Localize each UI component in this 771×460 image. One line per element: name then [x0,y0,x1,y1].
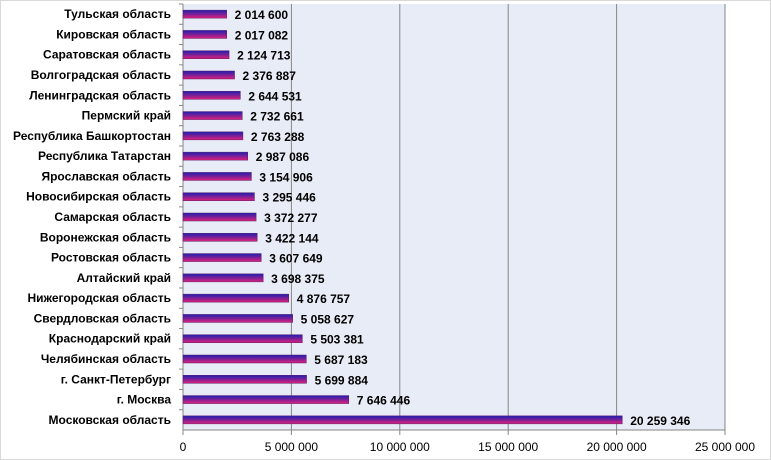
category-label: Алтайский край [77,271,171,285]
data-label: 2 763 288 [251,130,305,144]
bar [182,70,235,80]
data-label: 3 698 375 [271,272,325,286]
category-label: Новосибирская область [26,190,171,204]
category-label: г. Санкт-Петербург [61,372,171,386]
bar [182,253,262,262]
data-label: 2 987 086 [256,150,310,164]
category-label: Республика Башкортостан [13,129,171,143]
bar [182,314,293,323]
bar [182,111,243,120]
data-label: 4 876 757 [297,292,351,306]
x-tick-label: 0 [180,440,187,454]
bar [182,273,264,283]
category-label: Воронежская область [40,230,171,244]
data-label: 5 687 183 [314,353,368,367]
data-label: 2 644 531 [248,89,302,103]
bar [182,50,230,59]
category-label: Свердловская область [34,311,171,325]
data-label: 5 058 627 [301,312,355,326]
data-label: 2 014 600 [235,8,289,22]
category-label: г. Москва [117,393,172,407]
bar [182,131,244,141]
category-label: Кировская область [56,27,171,41]
category-label: Нижегородская область [27,291,171,305]
category-label: Ростовская область [51,251,171,265]
bar [182,415,623,425]
data-label: 3 295 446 [262,191,316,205]
data-label: 5 699 884 [315,373,369,387]
bar [182,91,241,100]
bar [182,233,258,242]
x-tick-label: 20 000 000 [587,440,647,454]
category-label: Московская область [49,413,171,427]
data-label: 2 017 082 [235,28,289,42]
bar [182,354,307,364]
bar [182,375,307,384]
category-label: Республика Татарстан [38,149,171,163]
data-label: 2 124 713 [237,49,291,63]
data-label: 3 372 277 [264,211,318,225]
category-label: Ленинградская область [29,88,171,102]
category-label: Тульская область [64,7,171,21]
data-label: 2 376 887 [243,69,297,83]
bar [182,172,252,181]
data-label: 5 503 381 [310,333,364,347]
bar [182,334,303,343]
bar [182,395,350,404]
x-tick-label: 15 000 000 [478,440,538,454]
category-label: Челябинская область [41,352,171,366]
bar [182,293,289,303]
category-label: Краснодарский край [49,332,171,346]
bar [182,192,255,201]
x-tick-label: 25 000 000 [695,440,755,454]
data-label: 3 154 906 [259,170,313,184]
data-label: 7 646 446 [357,394,411,408]
category-label: Саратовская область [43,48,171,62]
category-label: Ярославская область [41,169,171,183]
data-label: 3 607 649 [269,252,323,266]
data-label: 20 259 346 [630,414,690,428]
category-label: Пермский край [82,109,171,123]
x-tick-label: 5 000 000 [265,440,319,454]
bar [182,9,227,19]
bar [182,30,227,39]
bar [182,151,249,161]
data-label: 2 732 661 [250,110,304,124]
bar [182,212,257,222]
category-label: Волгоградская область [31,68,171,82]
data-label: 3 422 144 [265,231,319,245]
category-label: Самарская область [54,210,171,224]
x-tick-label: 10 000 000 [370,440,430,454]
